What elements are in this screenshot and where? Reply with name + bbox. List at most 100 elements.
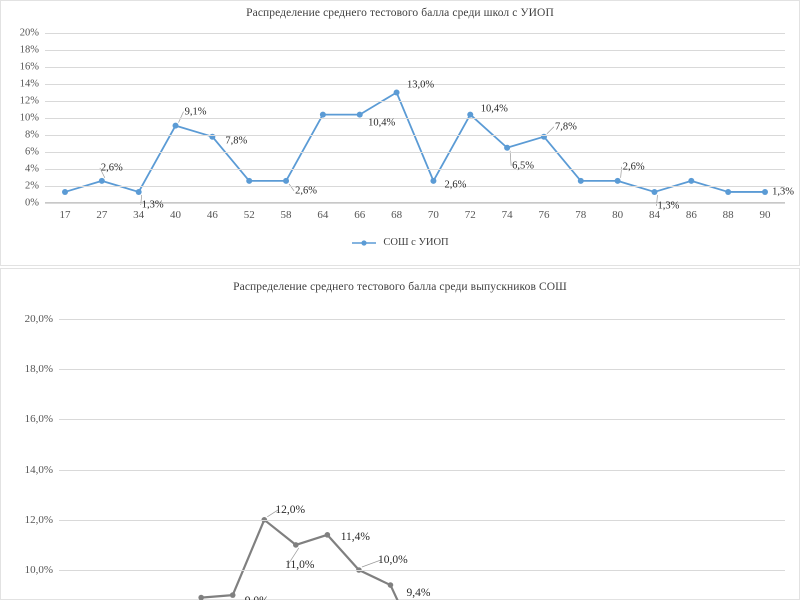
gridline: [45, 84, 785, 85]
data-point-marker: [504, 144, 511, 151]
data-point-marker: [62, 188, 68, 195]
data-point-marker: [172, 122, 179, 129]
label-leader-line: [546, 126, 555, 134]
x-axis-tick-label: 17: [59, 209, 71, 221]
x-axis-tick-label: 27: [96, 209, 108, 221]
y-axis-tick-label: 18,0%: [24, 363, 53, 376]
gridline: [59, 419, 785, 421]
x-axis-tick-label: 76: [538, 209, 550, 221]
label-leader-line: [656, 194, 658, 206]
x-axis-tick-label: 52: [243, 209, 255, 221]
gridline: [59, 570, 785, 571]
data-point-marker: [198, 594, 204, 600]
y-axis-tick-label: 14%: [19, 78, 39, 90]
x-axis-tick-label: 86: [685, 209, 697, 221]
gridline: [45, 203, 785, 204]
data-point-marker: [324, 532, 331, 538]
x-axis-tick-label: 90: [759, 209, 771, 221]
x-axis-tick-label: 70: [427, 209, 439, 221]
y-axis-tick-label: 0%: [25, 197, 39, 209]
legend-line-marker-icon: [352, 239, 377, 246]
data-point-marker: [430, 177, 437, 184]
x-axis-tick-label: 46: [206, 209, 218, 221]
gridline: [45, 33, 785, 34]
series-polyline: [199, 518, 399, 600]
data-point-marker: [762, 188, 768, 195]
data-point-marker: [387, 582, 394, 588]
gridline: [45, 67, 785, 68]
x-axis-tick-label: 84: [648, 209, 660, 221]
gridline: [45, 50, 785, 51]
gridline: [59, 519, 785, 521]
data-point-marker: [246, 177, 253, 184]
chart-panel-graduates-sosh: Распределение среднего тестового балла с…: [0, 268, 800, 600]
gridline: [45, 186, 785, 187]
legend-label-top: СОШ с УИОП: [383, 237, 449, 248]
x-axis-tick-label: 34: [133, 209, 145, 221]
gridline: [45, 152, 785, 153]
y-axis-tick-label: 20,0%: [24, 313, 53, 325]
data-point-marker: [467, 111, 474, 118]
label-leader-line: [288, 183, 295, 192]
y-axis-tick-label: 12%: [19, 95, 39, 107]
label-leader-line: [267, 509, 279, 518]
x-axis-tick-label: 64: [317, 209, 329, 221]
data-point-marker: [229, 592, 236, 598]
chart-title-top: Распределение среднего тестового балла с…: [246, 7, 554, 19]
series-line-top: [62, 89, 768, 206]
gridline: [45, 169, 785, 170]
chart-title-bottom: Распределение среднего тестового балла с…: [233, 281, 567, 293]
y-axis-tick-label: 6%: [25, 146, 39, 158]
x-axis-tick-label: 40: [170, 209, 182, 221]
label-leader-line: [178, 111, 184, 123]
y-axis-tick-label: 10%: [19, 112, 39, 124]
gridline: [59, 319, 785, 320]
gridline: [45, 118, 785, 119]
data-point-marker: [651, 188, 658, 195]
gridline: [45, 101, 785, 102]
chart-panel-schools-uiop: Распределение среднего тестового балла с…: [0, 0, 800, 266]
y-axis-tick-label: 16,0%: [24, 413, 53, 426]
gridline: [45, 135, 785, 136]
legend-top: СОШ с УИОП: [1, 237, 799, 248]
x-axis-tick-label: 88: [722, 209, 734, 221]
x-axis-tick-label: 80: [612, 209, 624, 221]
data-point-marker: [319, 111, 326, 118]
data-point-marker: [283, 177, 290, 184]
x-axis-tick-label: 68: [391, 209, 403, 221]
label-leader-line: [509, 150, 512, 166]
y-axis-tick-label: 8%: [25, 129, 39, 141]
series-line-bottom: [198, 509, 399, 600]
y-axis-tick-label: 4%: [25, 163, 39, 175]
plot-area-bottom: 0,0%2,0%4,0%6,0%8,0%10,0%12,0%14,0%16,0%…: [25, 313, 785, 600]
x-axis-line-top: [45, 202, 785, 203]
gridline: [59, 369, 785, 371]
data-point-marker: [688, 177, 695, 184]
y-axis-tick-label: 14,0%: [24, 463, 53, 476]
x-axis-tick-label: 66: [354, 209, 366, 221]
y-axis-tick-label: 20%: [19, 27, 39, 39]
plot-area-top: 0% 2% 4% 6% 8% 10% 12% 14% 16% 18% 20% 17 27 34 40 46 52…: [20, 28, 794, 222]
label-leader-line: [361, 559, 382, 568]
data-point-marker: [98, 177, 105, 184]
x-axis-tick-label: 58: [280, 209, 292, 221]
x-axis-tick-label: 78: [575, 209, 587, 221]
series-polyline: [64, 91, 765, 193]
data-point-marker: [725, 188, 732, 195]
gridline: [59, 469, 785, 471]
y-axis-tick-label: 18%: [19, 44, 39, 56]
data-point-marker: [135, 188, 142, 195]
data-point-marker: [614, 177, 621, 184]
data-point-marker: [393, 89, 400, 96]
data-point-marker: [293, 542, 299, 548]
data-point-marker: [577, 177, 584, 184]
y-axis-tick-label: 2%: [25, 180, 39, 192]
y-axis-tick-label: 16%: [19, 61, 39, 73]
label-leader-line: [620, 166, 622, 178]
x-axis-tick-label: 74: [501, 209, 513, 221]
label-leader-line: [287, 547, 300, 566]
data-point-marker: [356, 111, 363, 118]
y-axis-tick-label: 12,0%: [24, 513, 53, 526]
y-axis-tick-label: 10,0%: [24, 564, 53, 576]
